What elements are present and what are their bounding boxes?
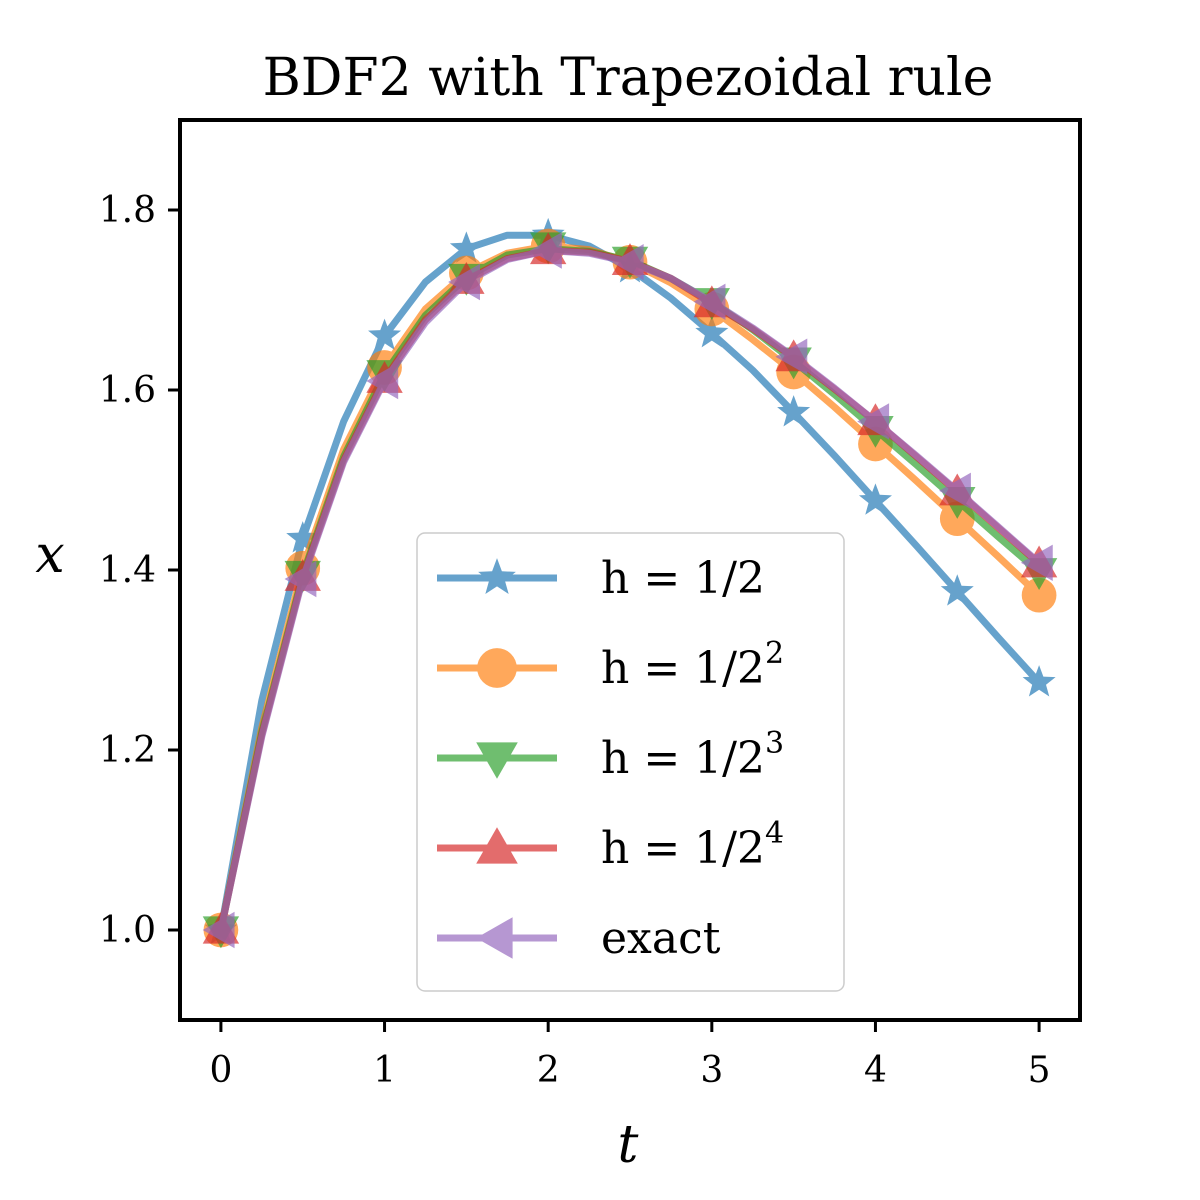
legend-label-base: exact	[601, 913, 721, 964]
data-point	[693, 283, 726, 320]
legend-marker	[478, 558, 516, 595]
legend-label-exponent: 4	[765, 816, 784, 851]
legend-symbol	[437, 917, 557, 959]
legend-label: h = 1/23	[601, 726, 784, 784]
data-point	[368, 318, 402, 351]
legend-symbol	[437, 827, 557, 864]
legend-marker	[476, 917, 513, 959]
x-tick-label: 3	[700, 1050, 723, 1091]
legend-label-base: h = 1/2	[601, 643, 765, 694]
legend-label: exact	[601, 913, 721, 964]
y-tick-label: 1.0	[99, 910, 156, 951]
legend-item: h = 1/23	[437, 726, 784, 784]
x-tick-label: 5	[1028, 1050, 1051, 1091]
legend-item: h = 1/2	[437, 553, 765, 604]
legend-label-base: h = 1/2	[601, 553, 765, 604]
x-tick-label: 1	[373, 1050, 396, 1091]
x-tick-label: 0	[209, 1050, 232, 1091]
data-point	[284, 560, 317, 598]
data-point	[366, 362, 399, 400]
x-axis-label: t	[618, 1115, 639, 1175]
x-tick-label: 4	[864, 1050, 887, 1091]
legend-marker	[477, 648, 517, 688]
legend-label: h = 1/2	[601, 553, 765, 604]
data-point	[1022, 665, 1056, 697]
legend-symbol	[437, 742, 557, 779]
x-axis: 0 1 2 3 4 5	[209, 1020, 1051, 1091]
data-point	[448, 263, 481, 301]
legend-label-base: h = 1/2	[601, 733, 765, 784]
legend-label-exponent: 3	[765, 726, 784, 761]
legend-item: exact	[437, 913, 721, 964]
legend-box	[416, 532, 845, 992]
data-point	[858, 483, 892, 515]
y-axis: 1.0 1.2 1.4 1.6 1.8	[99, 190, 180, 951]
series-4	[202, 232, 1053, 949]
y-tick-label: 1.6	[99, 370, 156, 411]
data-point	[202, 911, 235, 949]
data-point	[775, 338, 808, 375]
data-point	[611, 244, 644, 281]
data-point	[449, 231, 483, 263]
series-layer	[202, 217, 1058, 949]
chart-title: BDF2 with Trapezoidal rule	[263, 48, 994, 108]
legend-item: h = 1/24	[437, 816, 784, 874]
data-point	[695, 315, 729, 348]
legend-marker	[476, 742, 518, 779]
legend-label: h = 1/22	[601, 636, 784, 694]
y-axis-label: x	[35, 525, 64, 585]
data-point	[777, 395, 811, 427]
legend-symbol	[437, 648, 557, 688]
data-point	[1020, 544, 1053, 581]
x-tick-label: 2	[537, 1050, 560, 1091]
data-point	[939, 472, 971, 509]
legend-item: h = 1/22	[437, 636, 784, 694]
data-point	[529, 232, 562, 269]
legend-label-base: h = 1/2	[601, 823, 765, 874]
legend-symbol	[437, 558, 557, 595]
data-point	[286, 521, 320, 553]
legend-label-exponent: 2	[765, 636, 784, 671]
y-tick-label: 1.2	[99, 730, 156, 771]
y-tick-label: 1.4	[99, 550, 156, 591]
legend-label: h = 1/24	[601, 816, 784, 874]
legend-marker	[476, 827, 518, 864]
data-point	[940, 574, 974, 606]
data-point	[857, 403, 890, 440]
data-point	[1021, 577, 1057, 613]
y-tick-label: 1.8	[99, 190, 156, 231]
